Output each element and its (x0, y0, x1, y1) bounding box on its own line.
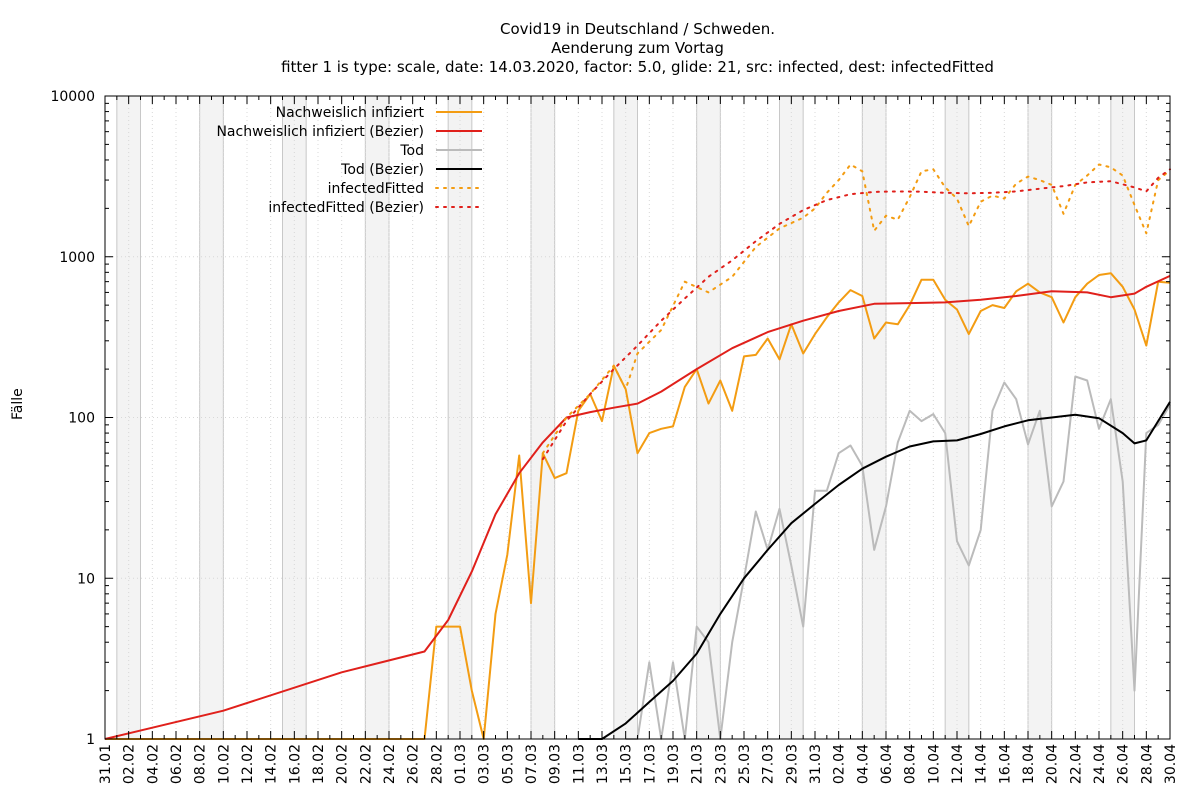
x-tick-label: 10.04 (926, 744, 942, 784)
x-tick-label: 02.02 (122, 744, 138, 784)
x-tick-label: 27.03 (761, 744, 777, 784)
x-tick-label: 08.02 (193, 744, 209, 784)
y-tick-label: 1 (86, 732, 95, 748)
x-tick-label: 16.04 (997, 744, 1013, 784)
x-tick-label: 15.03 (619, 744, 635, 784)
x-tick-label: 19.03 (666, 744, 682, 784)
x-tick-label: 12.04 (950, 744, 966, 784)
x-tick-label: 05.03 (500, 744, 516, 784)
x-tick-label: 25.03 (737, 744, 753, 784)
weekend-band (199, 96, 224, 739)
weekend-band (531, 96, 555, 739)
x-tick-label: 10.02 (216, 744, 232, 784)
x-tick-label: 31.01 (98, 744, 114, 784)
x-tick-label: 13.03 (595, 744, 611, 784)
x-tick-label: 24.04 (1092, 744, 1108, 784)
x-tick-label: 31.03 (808, 744, 824, 784)
y-tick-label: 100 (68, 411, 95, 427)
x-tick-label: 08.04 (903, 744, 919, 784)
legend-label: Nachweislich infiziert (276, 105, 425, 121)
weekend-band (116, 96, 141, 739)
y-tick-label: 10 (77, 571, 95, 587)
x-tick-label: 22.04 (1068, 744, 1084, 784)
x-tick-label: 01.03 (453, 744, 469, 784)
x-tick-label: 06.02 (169, 744, 185, 784)
x-tick-label: 20.04 (1045, 744, 1061, 784)
legend-label: Tod (399, 143, 424, 159)
legend-label: Nachweislich infiziert (Bezier) (216, 124, 424, 140)
x-tick-label: 22.02 (358, 744, 374, 784)
series-line-2 (625, 375, 1171, 740)
x-tick-label: 20.02 (335, 744, 351, 784)
x-tick-label: 18.02 (311, 744, 327, 784)
x-tick-label: 12.02 (240, 744, 256, 784)
x-tick-label: 23.03 (713, 744, 729, 784)
x-tick-label: 26.04 (1116, 744, 1132, 784)
x-tick-label: 18.04 (1021, 744, 1037, 784)
legend-label: Tod (Bezier) (340, 162, 424, 178)
x-tick-label: 09.03 (548, 744, 564, 784)
weekend-band (282, 96, 307, 739)
x-tick-label: 02.04 (832, 744, 848, 784)
chart-title: Covid19 in Deutschland / Schweden. (499, 20, 776, 38)
x-tick-label: 06.04 (879, 744, 895, 784)
legend-label: infectedFitted (Bezier) (268, 200, 424, 216)
x-tick-label: 28.04 (1139, 744, 1155, 784)
series-line-3 (578, 401, 1171, 740)
x-tick-label: 30.04 (1163, 744, 1179, 784)
chart-subtitle: Aenderung zum Vortag (551, 39, 724, 57)
x-tick-label: 14.04 (974, 744, 990, 784)
x-tick-label: 17.03 (642, 744, 658, 784)
y-tick-label: 10000 (50, 89, 95, 105)
x-tick-label: 14.02 (264, 744, 280, 784)
series-line-1 (104, 274, 1171, 740)
x-tick-label: 07.03 (524, 744, 540, 784)
x-tick-label: 21.03 (690, 744, 706, 784)
x-tick-label: 04.02 (145, 744, 161, 784)
x-tick-label: 24.02 (382, 744, 398, 784)
chart-subtitle-2: fitter 1 is type: scale, date: 14.03.202… (281, 58, 994, 76)
weekend-band (696, 96, 721, 739)
series-line-5 (541, 168, 1171, 461)
y-tick-label: 1000 (59, 250, 95, 266)
x-tick-label: 11.03 (571, 744, 587, 784)
x-tick-label: 28.02 (429, 744, 445, 784)
x-tick-label: 26.02 (406, 744, 422, 784)
x-tick-label: 03.03 (477, 744, 493, 784)
x-tick-label: 04.04 (855, 744, 871, 784)
x-tick-label: 29.03 (784, 744, 800, 784)
weekend-band (862, 96, 886, 739)
x-tick-label: 16.02 (287, 744, 303, 784)
legend-label: infectedFitted (328, 181, 424, 197)
